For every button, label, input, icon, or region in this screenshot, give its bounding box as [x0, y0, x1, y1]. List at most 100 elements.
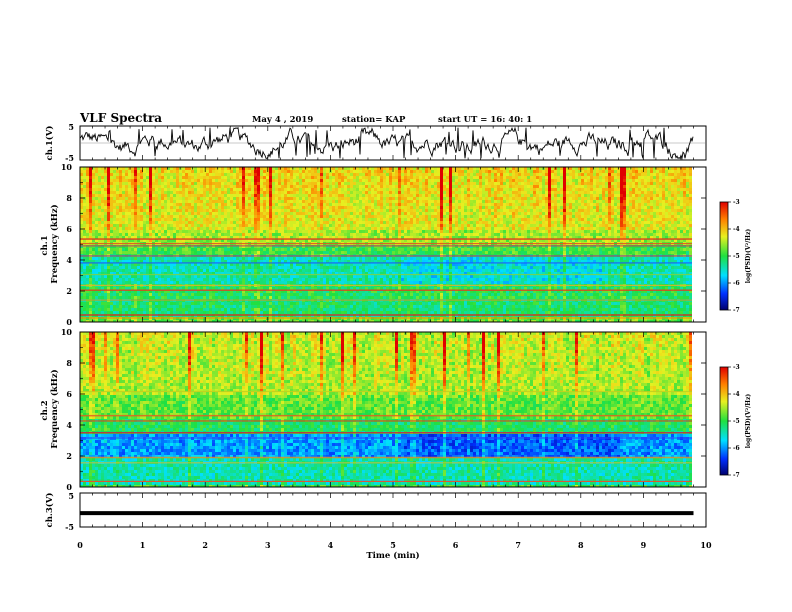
spectrogram-cell — [281, 233, 284, 236]
spectrogram-cell — [101, 191, 104, 194]
spectrogram-cell — [203, 275, 206, 278]
spectrogram-cell — [272, 278, 275, 281]
spectrogram-cell — [137, 200, 140, 203]
spectrogram-cell — [323, 173, 326, 176]
spectrogram-cell — [92, 320, 95, 322]
spectrogram-cell — [149, 191, 152, 194]
spectrogram-cell — [323, 272, 326, 275]
spectrogram-cell — [335, 245, 338, 248]
spectrogram-cell — [299, 209, 302, 212]
spectrogram-cell — [98, 218, 101, 221]
spectrogram-cell — [341, 233, 344, 236]
spectrogram-cell — [215, 206, 218, 209]
spectrogram-cell — [113, 251, 116, 254]
spectrogram-cell — [197, 281, 200, 284]
spectrogram-cell — [308, 281, 311, 284]
spectrogram-cell — [284, 257, 287, 260]
spectrogram-cell — [347, 197, 350, 200]
spectrogram-cell — [269, 191, 272, 194]
spectrogram-cell — [80, 230, 83, 233]
spectrogram-cell — [245, 263, 248, 266]
spectrogram-cell — [239, 266, 242, 269]
spectrogram-cell — [218, 191, 221, 194]
spectrogram-cell — [110, 287, 113, 290]
spectrogram-cell — [284, 296, 287, 299]
spectrogram-cell — [209, 233, 212, 236]
spectrogram-cell — [224, 218, 227, 221]
spectrogram-cell — [92, 167, 95, 170]
spectrogram-cell — [308, 200, 311, 203]
spectrogram-cell — [188, 293, 191, 296]
spectrogram-cell — [92, 290, 95, 293]
spectrogram-cell — [191, 176, 194, 179]
spectrogram-cell — [278, 308, 281, 311]
spectrogram-cell — [149, 194, 152, 197]
spectrogram-cell — [119, 188, 122, 191]
spectrogram-cell — [335, 251, 338, 254]
spectrogram-cell — [326, 308, 329, 311]
spectrogram-cell — [347, 215, 350, 218]
spectrogram-cell — [161, 287, 164, 290]
spectrogram-cell — [290, 245, 293, 248]
spectrogram-cell — [239, 185, 242, 188]
spectrogram-cell — [194, 278, 197, 281]
spectrogram-cell — [197, 167, 200, 170]
spectrogram-cell — [89, 233, 92, 236]
spectrogram-cell — [173, 293, 176, 296]
spectrogram-cell — [350, 263, 353, 266]
spectrogram-cell — [179, 212, 182, 215]
spectrogram-cell — [251, 260, 254, 263]
spectrogram-cell — [356, 311, 359, 314]
spectrogram-cell — [128, 203, 131, 206]
spectrogram-cell — [317, 275, 320, 278]
spectrogram-cell — [212, 224, 215, 227]
spectrogram-cell — [122, 245, 125, 248]
spectrogram-cell — [317, 221, 320, 224]
spectrogram-cell — [170, 200, 173, 203]
spectrogram-cell — [320, 275, 323, 278]
spectrogram-cell — [125, 212, 128, 215]
spectrogram-cell — [140, 218, 143, 221]
spectrogram-cell — [266, 182, 269, 185]
spectrogram-cell — [131, 215, 134, 218]
spectrogram-cell — [98, 212, 101, 215]
spectrogram-cell — [215, 203, 218, 206]
spectrogram-cell — [227, 209, 230, 212]
spectrogram-cell — [182, 182, 185, 185]
spectrogram-cell — [113, 173, 116, 176]
spectrogram-cell — [194, 257, 197, 260]
spectrogram-cell — [161, 236, 164, 239]
spectrogram-cell — [248, 308, 251, 311]
spectrogram-cell — [191, 302, 194, 305]
spectrogram-cell — [212, 263, 215, 266]
spectrogram-cell — [248, 233, 251, 236]
spectrogram-cell — [347, 236, 350, 239]
spectrogram-cell — [293, 260, 296, 263]
spectrogram-cell — [266, 185, 269, 188]
spectrogram-cell — [158, 197, 161, 200]
spectrogram-cell — [341, 320, 344, 322]
spectrogram-cell — [341, 215, 344, 218]
spectrogram-cell — [176, 236, 179, 239]
spectrogram-cell — [230, 191, 233, 194]
spectrogram-cell — [332, 206, 335, 209]
spectrogram-cell — [266, 302, 269, 305]
spectrogram-cell — [242, 239, 245, 242]
spectrogram-cell — [224, 206, 227, 209]
spectrogram-cell — [191, 212, 194, 215]
spectrogram-cell — [329, 188, 332, 191]
spectrogram-cell — [110, 224, 113, 227]
spectrogram-cell — [155, 197, 158, 200]
spectrogram-cell — [275, 209, 278, 212]
spectrogram-cell — [239, 176, 242, 179]
spectrogram-cell — [107, 266, 110, 269]
spectrogram-cell — [80, 182, 83, 185]
spectrogram-cell — [317, 266, 320, 269]
spectrogram-cell — [287, 209, 290, 212]
spectrogram-cell — [128, 188, 131, 191]
spectrogram-cell — [311, 278, 314, 281]
spectrogram-cell — [335, 185, 338, 188]
spectrogram-cell — [92, 218, 95, 221]
spectrogram-cell — [125, 176, 128, 179]
spectrogram-cell — [200, 224, 203, 227]
